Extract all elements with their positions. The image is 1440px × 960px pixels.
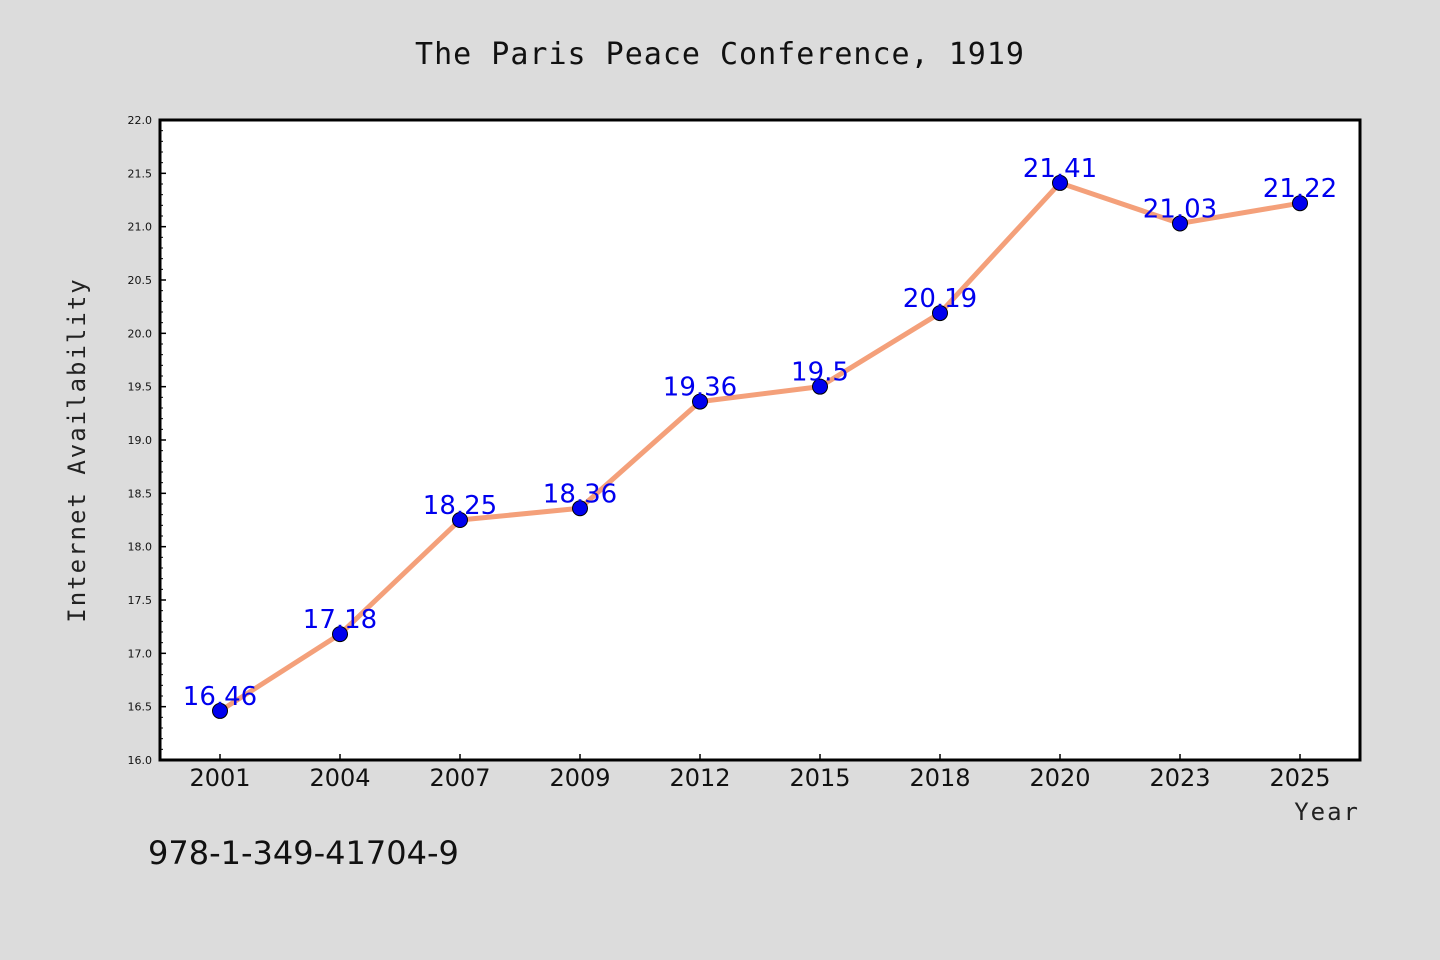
y-tick-label: 18.0	[128, 541, 153, 554]
footnote: 978-1-349-41704-9	[148, 834, 459, 872]
data-label: 21.03	[1143, 194, 1217, 224]
y-tick-label: 16.5	[128, 701, 153, 714]
y-tick-label: 17.0	[128, 647, 153, 660]
series-line	[217, 180, 1303, 714]
data-point	[1172, 215, 1188, 232]
x-tick-label: 2012	[669, 764, 730, 792]
data-label: 19.36	[663, 373, 737, 403]
x-tick-label: 2025	[1269, 764, 1330, 792]
chart-title: The Paris Peace Conference, 1919	[415, 37, 1025, 72]
y-tick-label: 19.5	[128, 381, 153, 394]
data-label: 18.25	[423, 491, 497, 521]
x-tick-label: 2020	[1029, 764, 1090, 792]
data-label: 16.46	[183, 682, 257, 712]
data-point	[932, 305, 948, 322]
x-tick-label: 2004	[309, 764, 370, 792]
x-axis: 2001 2004 2007 2009 2012 2015 2018 2020 2023 2025	[189, 754, 1331, 792]
y-tick-label: 16.0	[128, 754, 153, 767]
y-tick-label: 20.5	[128, 274, 153, 287]
x-axis-label: Year	[1294, 798, 1360, 826]
y-tick-label: 21.0	[128, 221, 153, 234]
y-tick-label: 21.5	[128, 167, 153, 180]
plot-area	[158, 118, 1362, 762]
data-point	[332, 626, 348, 643]
x-tick-label: 2001	[189, 764, 250, 792]
data-point	[452, 512, 468, 528]
data-point	[692, 393, 708, 410]
data-label: 17.18	[303, 605, 377, 635]
y-tick-label: 18.5	[128, 487, 153, 500]
x-tick-label: 2009	[549, 764, 610, 792]
data-label: 18.36	[543, 479, 617, 509]
data-label: 19.5	[791, 358, 849, 388]
x-tick-label: 2018	[909, 764, 970, 792]
x-tick-label: 2023	[1149, 764, 1210, 792]
data-point	[212, 702, 228, 719]
x-tick-label: 2015	[789, 764, 850, 792]
data-point	[1292, 195, 1308, 212]
data-series: 16.46 17.18 18.25 18.36 19.36 19.5 20.19 21.41 2…	[183, 154, 1337, 719]
y-axis-label: Internet Availability	[63, 277, 91, 622]
data-point	[812, 378, 828, 395]
y-tick-label: 22.0	[128, 114, 153, 127]
data-label: 21.22	[1263, 174, 1337, 204]
x-tick-label: 2007	[429, 764, 490, 792]
data-label: 21.41	[1023, 154, 1097, 184]
y-tick-label: 17.5	[128, 594, 153, 607]
y-tick-label: 19.0	[128, 434, 153, 447]
y-axis: 16.0 16.5 17.0 17.5 18.0 18.5 19.0 19.5 20.0 20.5…	[128, 114, 166, 767]
y-tick-label: 20.0	[128, 327, 153, 340]
data-point	[572, 500, 588, 517]
data-label: 20.19	[903, 284, 977, 314]
data-point	[1052, 174, 1068, 191]
